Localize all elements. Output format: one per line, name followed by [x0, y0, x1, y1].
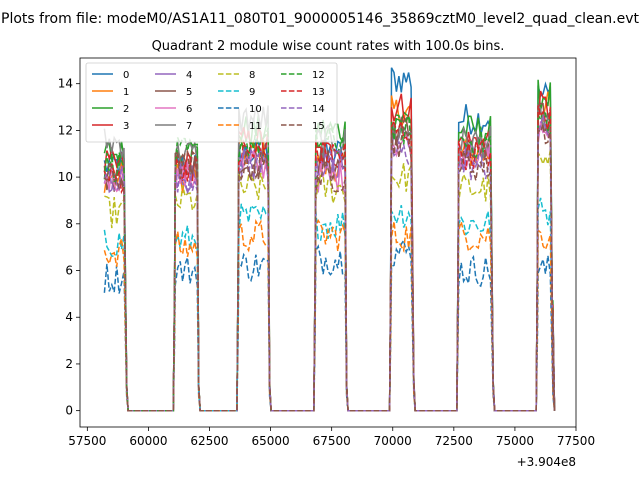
- y-tick-label: 12: [58, 123, 73, 137]
- y-axis: 0 2 4 6 8 10 12 14: [58, 77, 80, 418]
- y-tick-label: 6: [65, 264, 73, 278]
- series-line-10: [103, 238, 556, 412]
- x-tick-label: 60000: [129, 434, 167, 448]
- legend-label-14: 14: [312, 104, 325, 115]
- x-tick-label: 72500: [435, 434, 473, 448]
- legend-label-15: 15: [312, 121, 325, 132]
- legend-label-4: 4: [186, 70, 192, 81]
- y-tick-label: 0: [65, 404, 73, 418]
- legend-label-5: 5: [186, 87, 192, 98]
- legend-label-13: 13: [312, 87, 325, 98]
- x-tick-label: 70000: [374, 434, 412, 448]
- chart-title: Quadrant 2 module wise count rates with …: [152, 39, 505, 54]
- y-tick-label: 14: [58, 77, 73, 91]
- legend-label-10: 10: [249, 104, 262, 115]
- x-tick-label: 62500: [190, 434, 228, 448]
- legend-label-3: 3: [123, 121, 129, 132]
- x-tick-label: 67500: [313, 434, 351, 448]
- legend-label-7: 7: [186, 121, 192, 132]
- x-tick-label: 77500: [557, 434, 595, 448]
- figure-suptitle: Plots from file: modeM0/AS1A11_080T01_90…: [1, 11, 639, 27]
- legend-label-1: 1: [123, 87, 129, 98]
- y-tick-label: 10: [58, 170, 73, 184]
- legend-label-8: 8: [249, 70, 255, 81]
- series-line-13: [103, 105, 556, 412]
- y-tick-label: 8: [65, 217, 73, 231]
- legend-box: [85, 62, 338, 143]
- y-tick-label: 2: [65, 357, 73, 371]
- legend-label-12: 12: [312, 70, 325, 81]
- series-line-9: [103, 197, 556, 412]
- series-line-8: [104, 150, 556, 412]
- series-line-15: [103, 124, 556, 412]
- axes-frame: [79, 57, 577, 428]
- legend-label-0: 0: [123, 70, 129, 81]
- x-tick-label: 75000: [496, 434, 534, 448]
- series-line-11: [103, 218, 556, 412]
- x-tick-label: 57500: [68, 434, 106, 448]
- x-tick-label: 65000: [251, 434, 289, 448]
- x-offset-label: +3.904e8: [517, 455, 576, 469]
- x-axis: 57500 60000 62500 65000 67500 70000 72500 75000…: [68, 427, 595, 448]
- legend-label-2: 2: [123, 104, 129, 115]
- legend-label-9: 9: [249, 87, 255, 98]
- series-line-14: [103, 115, 556, 412]
- y-tick-label: 4: [65, 310, 73, 324]
- legend-label-6: 6: [186, 104, 192, 115]
- legend-label-11: 11: [249, 121, 262, 132]
